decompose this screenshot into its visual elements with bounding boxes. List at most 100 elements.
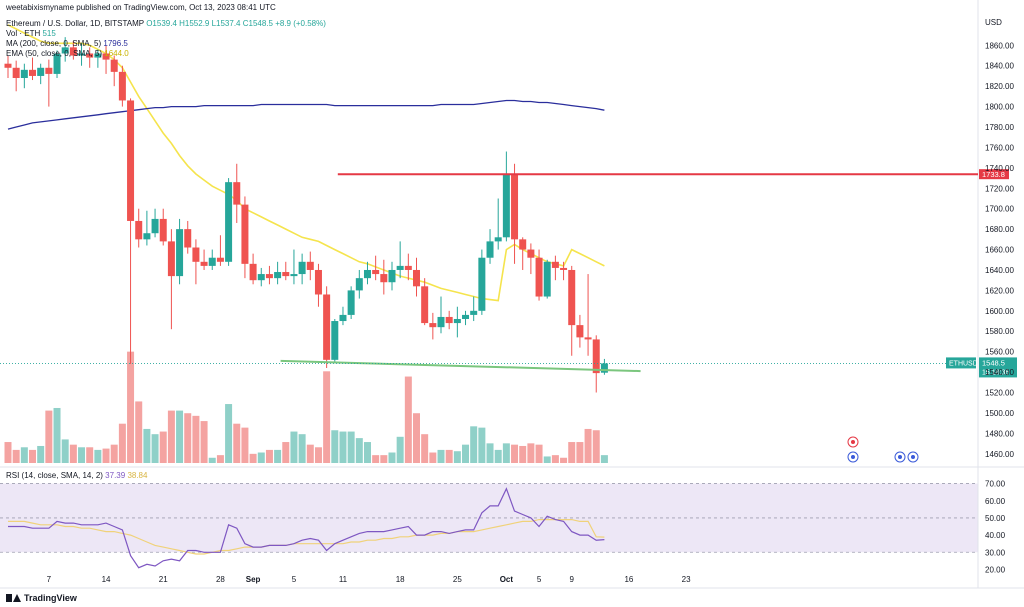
time-tick-label: 16	[624, 575, 633, 584]
volume-bar	[86, 447, 94, 463]
volume-bar	[380, 455, 388, 463]
rsi-ma-line	[8, 519, 605, 555]
candle-body	[29, 69, 37, 76]
candle-body	[69, 47, 77, 56]
price-tick-label: 1460.00	[985, 450, 1014, 459]
time-tick-label: 5	[537, 575, 542, 584]
candle-body	[502, 173, 510, 238]
price-tick-label: 1560.00	[985, 348, 1014, 357]
time-tick-label: 18	[396, 575, 405, 584]
ma200-legend[interactable]: MA (200, close, 0, SMA, 5) 1796.5	[6, 39, 128, 49]
tradingview-brand[interactable]: TradingView	[6, 593, 77, 603]
candle-body	[20, 69, 28, 78]
grid-layer	[0, 0, 1024, 589]
volume-bar	[78, 447, 86, 463]
candle-body	[494, 237, 502, 242]
volume-bar	[404, 376, 412, 463]
volume-bar	[323, 371, 331, 463]
rsi-layer	[8, 487, 605, 569]
rsi-legend-value: 37.39	[105, 471, 126, 480]
volume-bar	[363, 442, 371, 463]
volume-bar	[265, 449, 273, 463]
tradingview-logo-icon	[6, 594, 21, 602]
rsi-tick-label: 40.00	[985, 531, 1006, 540]
tradingview-brand-label: TradingView	[24, 593, 77, 603]
volume-bar	[396, 436, 404, 463]
volume-bar	[225, 404, 233, 463]
volume-bar	[102, 448, 110, 463]
publisher-line: weetabixismyname published on TradingVie…	[6, 3, 276, 12]
ohlc-values: O1539.4 H1552.9 L1537.4 C1548.5 +8.9 (+0…	[146, 19, 326, 28]
candle-body	[53, 53, 61, 74]
candle-body	[143, 233, 151, 240]
volume-bar	[453, 451, 461, 463]
rsi-tick-label: 30.00	[985, 548, 1006, 557]
symbol-line: Ethereum / U.S. Dollar, 1D, BITSTAMP O15…	[6, 19, 326, 29]
candle-body	[470, 310, 478, 315]
candle-body	[527, 249, 535, 258]
time-tick-label: Sep	[246, 575, 261, 584]
resistance-price-label: 1733.8	[982, 170, 1005, 179]
volume-bar	[413, 413, 420, 463]
volume-bar	[478, 427, 486, 463]
candle-body	[519, 239, 527, 250]
volume-bar	[94, 449, 102, 463]
price-tick-label: 1620.00	[985, 286, 1014, 295]
volume-bar	[53, 407, 61, 463]
candle-body	[576, 325, 584, 338]
candle-body	[159, 218, 167, 242]
volume-layer	[4, 351, 608, 463]
volume-bar	[184, 413, 192, 463]
rsi-legend[interactable]: RSI (14, close, SMA, 14, 2) 37.39 38.84	[6, 471, 147, 481]
volume-bar	[12, 449, 20, 463]
candle-body	[388, 269, 396, 283]
volume-bar	[314, 447, 322, 463]
time-tick-label: 7	[47, 575, 52, 584]
candle-body	[314, 269, 322, 295]
candle-body	[339, 314, 347, 322]
candle-body	[37, 67, 45, 76]
last-symbol-tag	[946, 357, 976, 369]
candle-body	[380, 274, 388, 283]
candle-body	[584, 337, 592, 340]
volume-bar	[20, 447, 28, 463]
volume-legend[interactable]: Vol · ETH 515	[6, 29, 56, 39]
candle-body	[184, 229, 192, 248]
volume-bar	[331, 430, 339, 463]
candle-body	[298, 261, 306, 275]
volume-bar	[511, 444, 519, 463]
candle-body	[404, 265, 412, 270]
volume-bar	[462, 444, 470, 463]
volume-bar	[568, 442, 576, 463]
ema50-legend[interactable]: EMA (50, close, 0, SMA, 5) 1644.0	[6, 49, 129, 59]
volume-bar	[29, 449, 37, 463]
candle-body	[413, 269, 420, 287]
volume-bar	[151, 434, 159, 463]
price-tick-label: 1680.00	[985, 225, 1014, 234]
volume-bar	[306, 444, 314, 463]
flag-icon-dot	[898, 455, 902, 459]
candle-body	[233, 182, 241, 205]
price-tick-label: 1580.00	[985, 327, 1014, 336]
volume-bar	[45, 410, 53, 463]
volume-bar	[290, 431, 298, 463]
candle-body	[347, 290, 355, 315]
volume-bar	[543, 456, 551, 463]
candle-body	[445, 316, 453, 324]
candle-body	[176, 229, 184, 277]
candle-body	[241, 204, 249, 264]
price-tick-label: 1740.00	[985, 164, 1014, 173]
candle-body	[127, 100, 135, 221]
candle-body	[363, 269, 371, 279]
last-price-tag	[979, 357, 1017, 378]
candle-body	[4, 63, 12, 68]
price-tick-label: 1700.00	[985, 205, 1014, 214]
flag-icon-dot	[851, 455, 855, 459]
time-tick-label: 23	[682, 575, 691, 584]
candle-body	[167, 241, 175, 277]
lightning-icon-dot	[851, 440, 855, 444]
symbol-name: Ethereum / U.S. Dollar, 1D, BITSTAMP	[6, 19, 144, 28]
price-tick-label: 1660.00	[985, 246, 1014, 255]
candle-body	[592, 339, 600, 374]
